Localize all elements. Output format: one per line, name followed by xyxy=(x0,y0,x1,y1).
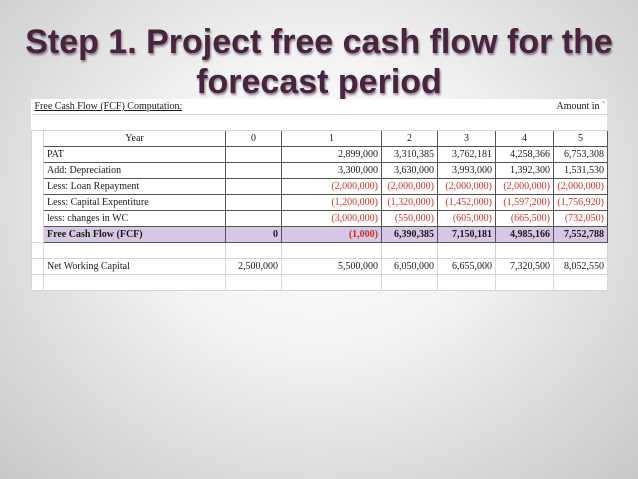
value-cell: 6,753,308 xyxy=(553,146,608,163)
value-cell: (2,000,000) xyxy=(495,178,554,195)
nwc-label: Net Working Capital xyxy=(43,258,226,275)
value-cell: 3,630,000 xyxy=(381,162,438,179)
value-cell xyxy=(225,162,282,179)
value-cell: 7,150,181 xyxy=(437,226,496,243)
value-cell: 5,500,000 xyxy=(281,258,382,275)
year-cell: 1 xyxy=(281,130,382,147)
table-row: Less: Capital Expentiture (1,200,000) (1… xyxy=(31,194,608,211)
heading-row: Free Cash Flow (FCF) Computation: Amount… xyxy=(32,99,608,115)
year-label: Year xyxy=(43,130,226,147)
year-cell: 0 xyxy=(225,130,282,147)
table-row: Less: Loan Repayment (2,000,000) (2,000,… xyxy=(31,178,608,195)
value-cell: (732,050) xyxy=(553,210,608,227)
fcf-row: Free Cash Flow (FCF) 0 (1,000) 6,390,385… xyxy=(31,226,608,243)
value-cell xyxy=(225,194,282,211)
fcf-label: Free Cash Flow (FCF) xyxy=(43,226,226,243)
year-row: Year 0 1 2 3 4 5 xyxy=(31,130,608,147)
sheet-heading: Free Cash Flow (FCF) Computation: xyxy=(34,101,183,112)
value-cell: 3,310,385 xyxy=(381,146,438,163)
value-cell: (1,320,000) xyxy=(381,194,438,211)
value-cell: 3,993,000 xyxy=(437,162,496,179)
value-cell: (550,000) xyxy=(381,210,438,227)
value-cell xyxy=(225,146,282,163)
value-cell: (2,000,000) xyxy=(553,178,608,195)
year-cell: 2 xyxy=(381,130,438,147)
row-label: Add: Depreciation xyxy=(43,162,226,179)
row-label: PAT xyxy=(43,146,226,163)
value-cell: (2,000,000) xyxy=(281,178,382,195)
row-label: Less: Capital Expentiture xyxy=(43,194,226,211)
value-cell: (2,000,000) xyxy=(437,178,496,195)
value-cell: (2,000,000) xyxy=(381,178,438,195)
slide-title: Step 1. Project free cash flow for the f… xyxy=(0,22,638,102)
title-line-2: forecast period xyxy=(196,63,442,101)
value-cell: (1,756,920) xyxy=(553,194,608,211)
year-cell: 3 xyxy=(437,130,496,147)
table-row: PAT 2,899,000 3,310,385 3,762,181 4,258,… xyxy=(31,146,608,163)
year-cell: 4 xyxy=(495,130,554,147)
value-cell xyxy=(225,210,282,227)
row-label: less: changes in WC xyxy=(43,210,226,227)
amount-label: Amount in ` xyxy=(556,101,606,112)
value-cell: 6,390,385 xyxy=(381,226,438,243)
value-cell xyxy=(225,178,282,195)
value-cell: (1,200,000) xyxy=(281,194,382,211)
title-line-1: Step 1. Project free cash flow for the xyxy=(25,23,613,61)
value-cell: 2,500,000 xyxy=(225,258,282,275)
value-cell: 1,531,530 xyxy=(553,162,608,179)
value-cell: 3,762,181 xyxy=(437,146,496,163)
row-label: Less: Loan Repayment xyxy=(43,178,226,195)
table-row: less: changes in WC (3,000,000) (550,000… xyxy=(31,210,608,227)
value-cell: 0 xyxy=(225,226,282,243)
value-cell: (1,597,200) xyxy=(495,194,554,211)
fcf-spreadsheet: Free Cash Flow (FCF) Computation: Amount… xyxy=(31,99,608,291)
value-cell: 6,050,000 xyxy=(381,258,438,275)
value-cell: (3,000,000) xyxy=(281,210,382,227)
value-cell: 3,300,000 xyxy=(281,162,382,179)
nwc-row: Net Working Capital 2,500,000 5,500,000 … xyxy=(31,258,608,275)
year-cell: 5 xyxy=(553,130,608,147)
value-cell: 2,899,000 xyxy=(281,146,382,163)
value-cell: 7,320,500 xyxy=(495,258,554,275)
value-cell: 8,052,550 xyxy=(553,258,608,275)
value-cell: 4,985,166 xyxy=(495,226,554,243)
table-row: Add: Depreciation 3,300,000 3,630,000 3,… xyxy=(31,162,608,179)
value-cell: 7,552,788 xyxy=(553,226,608,243)
value-cell: 4,258,366 xyxy=(495,146,554,163)
value-cell: 1,392,300 xyxy=(495,162,554,179)
value-cell: (1,000) xyxy=(281,226,382,243)
value-cell: (1,452,000) xyxy=(437,194,496,211)
value-cell: (605,000) xyxy=(437,210,496,227)
value-cell: (665,500) xyxy=(495,210,554,227)
value-cell: 6,655,000 xyxy=(437,258,496,275)
